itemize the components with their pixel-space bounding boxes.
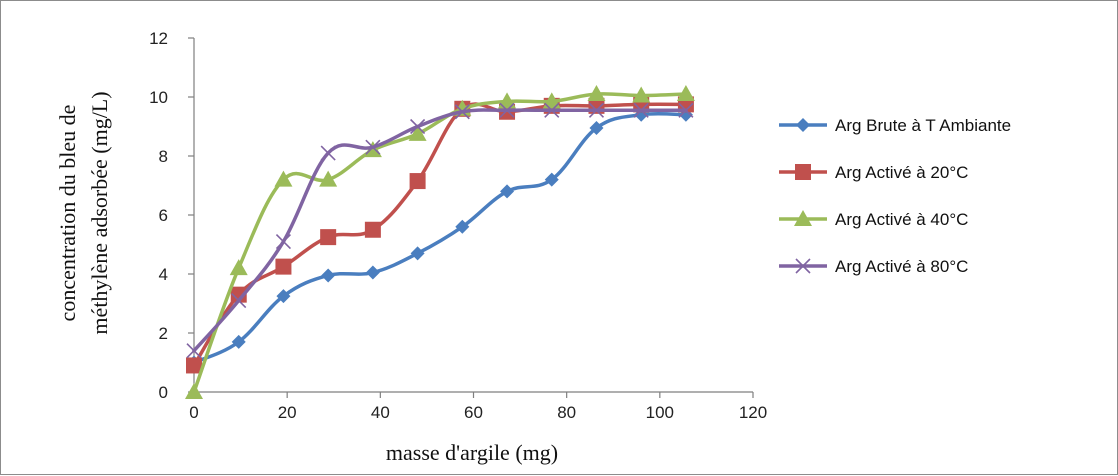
data-point <box>587 85 606 102</box>
data-point <box>275 233 292 250</box>
data-point <box>231 292 247 309</box>
data-point <box>544 102 560 118</box>
data-point <box>364 221 381 238</box>
data-point <box>230 286 247 303</box>
series-2 <box>185 85 695 399</box>
data-point <box>410 118 426 135</box>
data-point <box>542 92 561 109</box>
data-point <box>365 265 380 280</box>
legend-marker <box>794 210 812 226</box>
y-axis-title-line1: concentration du bleu de <box>55 105 80 322</box>
data-point <box>589 120 604 135</box>
x-tick-label: 0 <box>189 403 198 422</box>
legend-entry: Arg Activé à 20°C <box>779 163 968 182</box>
legend-label: Arg Activé à 80°C <box>835 257 968 276</box>
legend: Arg Brute à T Ambiante Arg Activé à 20°C A… <box>779 116 1011 276</box>
data-point <box>363 141 382 158</box>
data-point <box>455 219 470 234</box>
data-point <box>321 268 336 283</box>
data-point <box>231 334 246 349</box>
data-point <box>678 102 694 118</box>
data-point <box>229 259 248 276</box>
series-layer <box>185 85 695 399</box>
series-0 <box>187 107 693 370</box>
data-point <box>320 229 337 246</box>
data-point <box>275 258 292 275</box>
data-point <box>276 289 291 304</box>
series-1 <box>186 96 694 374</box>
data-point <box>186 357 202 374</box>
data-point <box>499 102 515 118</box>
data-point <box>632 86 651 103</box>
data-point <box>454 104 470 120</box>
data-point <box>633 102 649 118</box>
y-tick-label: 0 <box>159 383 168 402</box>
x-axis-title: masse d'argile (mg) <box>386 440 558 465</box>
legend-entry: Arg Activé à 80°C <box>779 257 968 276</box>
x-tick-label: 60 <box>464 403 483 422</box>
series-line <box>192 102 688 368</box>
data-point <box>408 124 427 141</box>
data-point <box>676 85 695 102</box>
y-tick-label: 10 <box>149 88 168 107</box>
legend-marker <box>795 258 811 274</box>
legend-entry: Arg Activé à 40°C <box>779 210 968 229</box>
x-tick-label: 40 <box>371 403 390 422</box>
x-tick-label: 80 <box>557 403 576 422</box>
data-point <box>410 246 425 261</box>
y-axis-title-line2: méthylène adsorbée (mg/L) <box>87 91 112 334</box>
legend-entry: Arg Brute à T Ambiante <box>779 116 1011 135</box>
y-tick-label: 6 <box>159 206 168 225</box>
data-point <box>185 383 203 399</box>
x-tick-label: 100 <box>646 403 674 422</box>
data-point <box>498 92 517 109</box>
series-3 <box>186 102 694 359</box>
legend-marker <box>795 164 811 180</box>
y-tick-label: 2 <box>159 324 168 343</box>
data-point <box>320 145 336 161</box>
legend-label: Arg Activé à 20°C <box>835 163 968 182</box>
legend-marker <box>796 118 810 132</box>
series-line <box>192 111 688 365</box>
data-point <box>186 343 202 359</box>
y-tick-label: 4 <box>159 265 168 284</box>
data-point <box>588 102 605 118</box>
data-point <box>274 170 293 187</box>
data-point <box>365 139 381 155</box>
legend-label: Arg Brute à T Ambiante <box>835 116 1011 135</box>
y-tick-label: 8 <box>159 147 168 166</box>
data-point <box>319 170 338 187</box>
x-tick-label: 20 <box>278 403 297 422</box>
data-point <box>544 172 559 187</box>
y-tick-label: 12 <box>149 29 168 48</box>
legend-label: Arg Activé à 40°C <box>835 210 968 229</box>
series-line <box>192 108 688 353</box>
data-point <box>500 184 515 199</box>
x-tick-label: 120 <box>739 403 767 422</box>
data-point <box>409 173 426 190</box>
